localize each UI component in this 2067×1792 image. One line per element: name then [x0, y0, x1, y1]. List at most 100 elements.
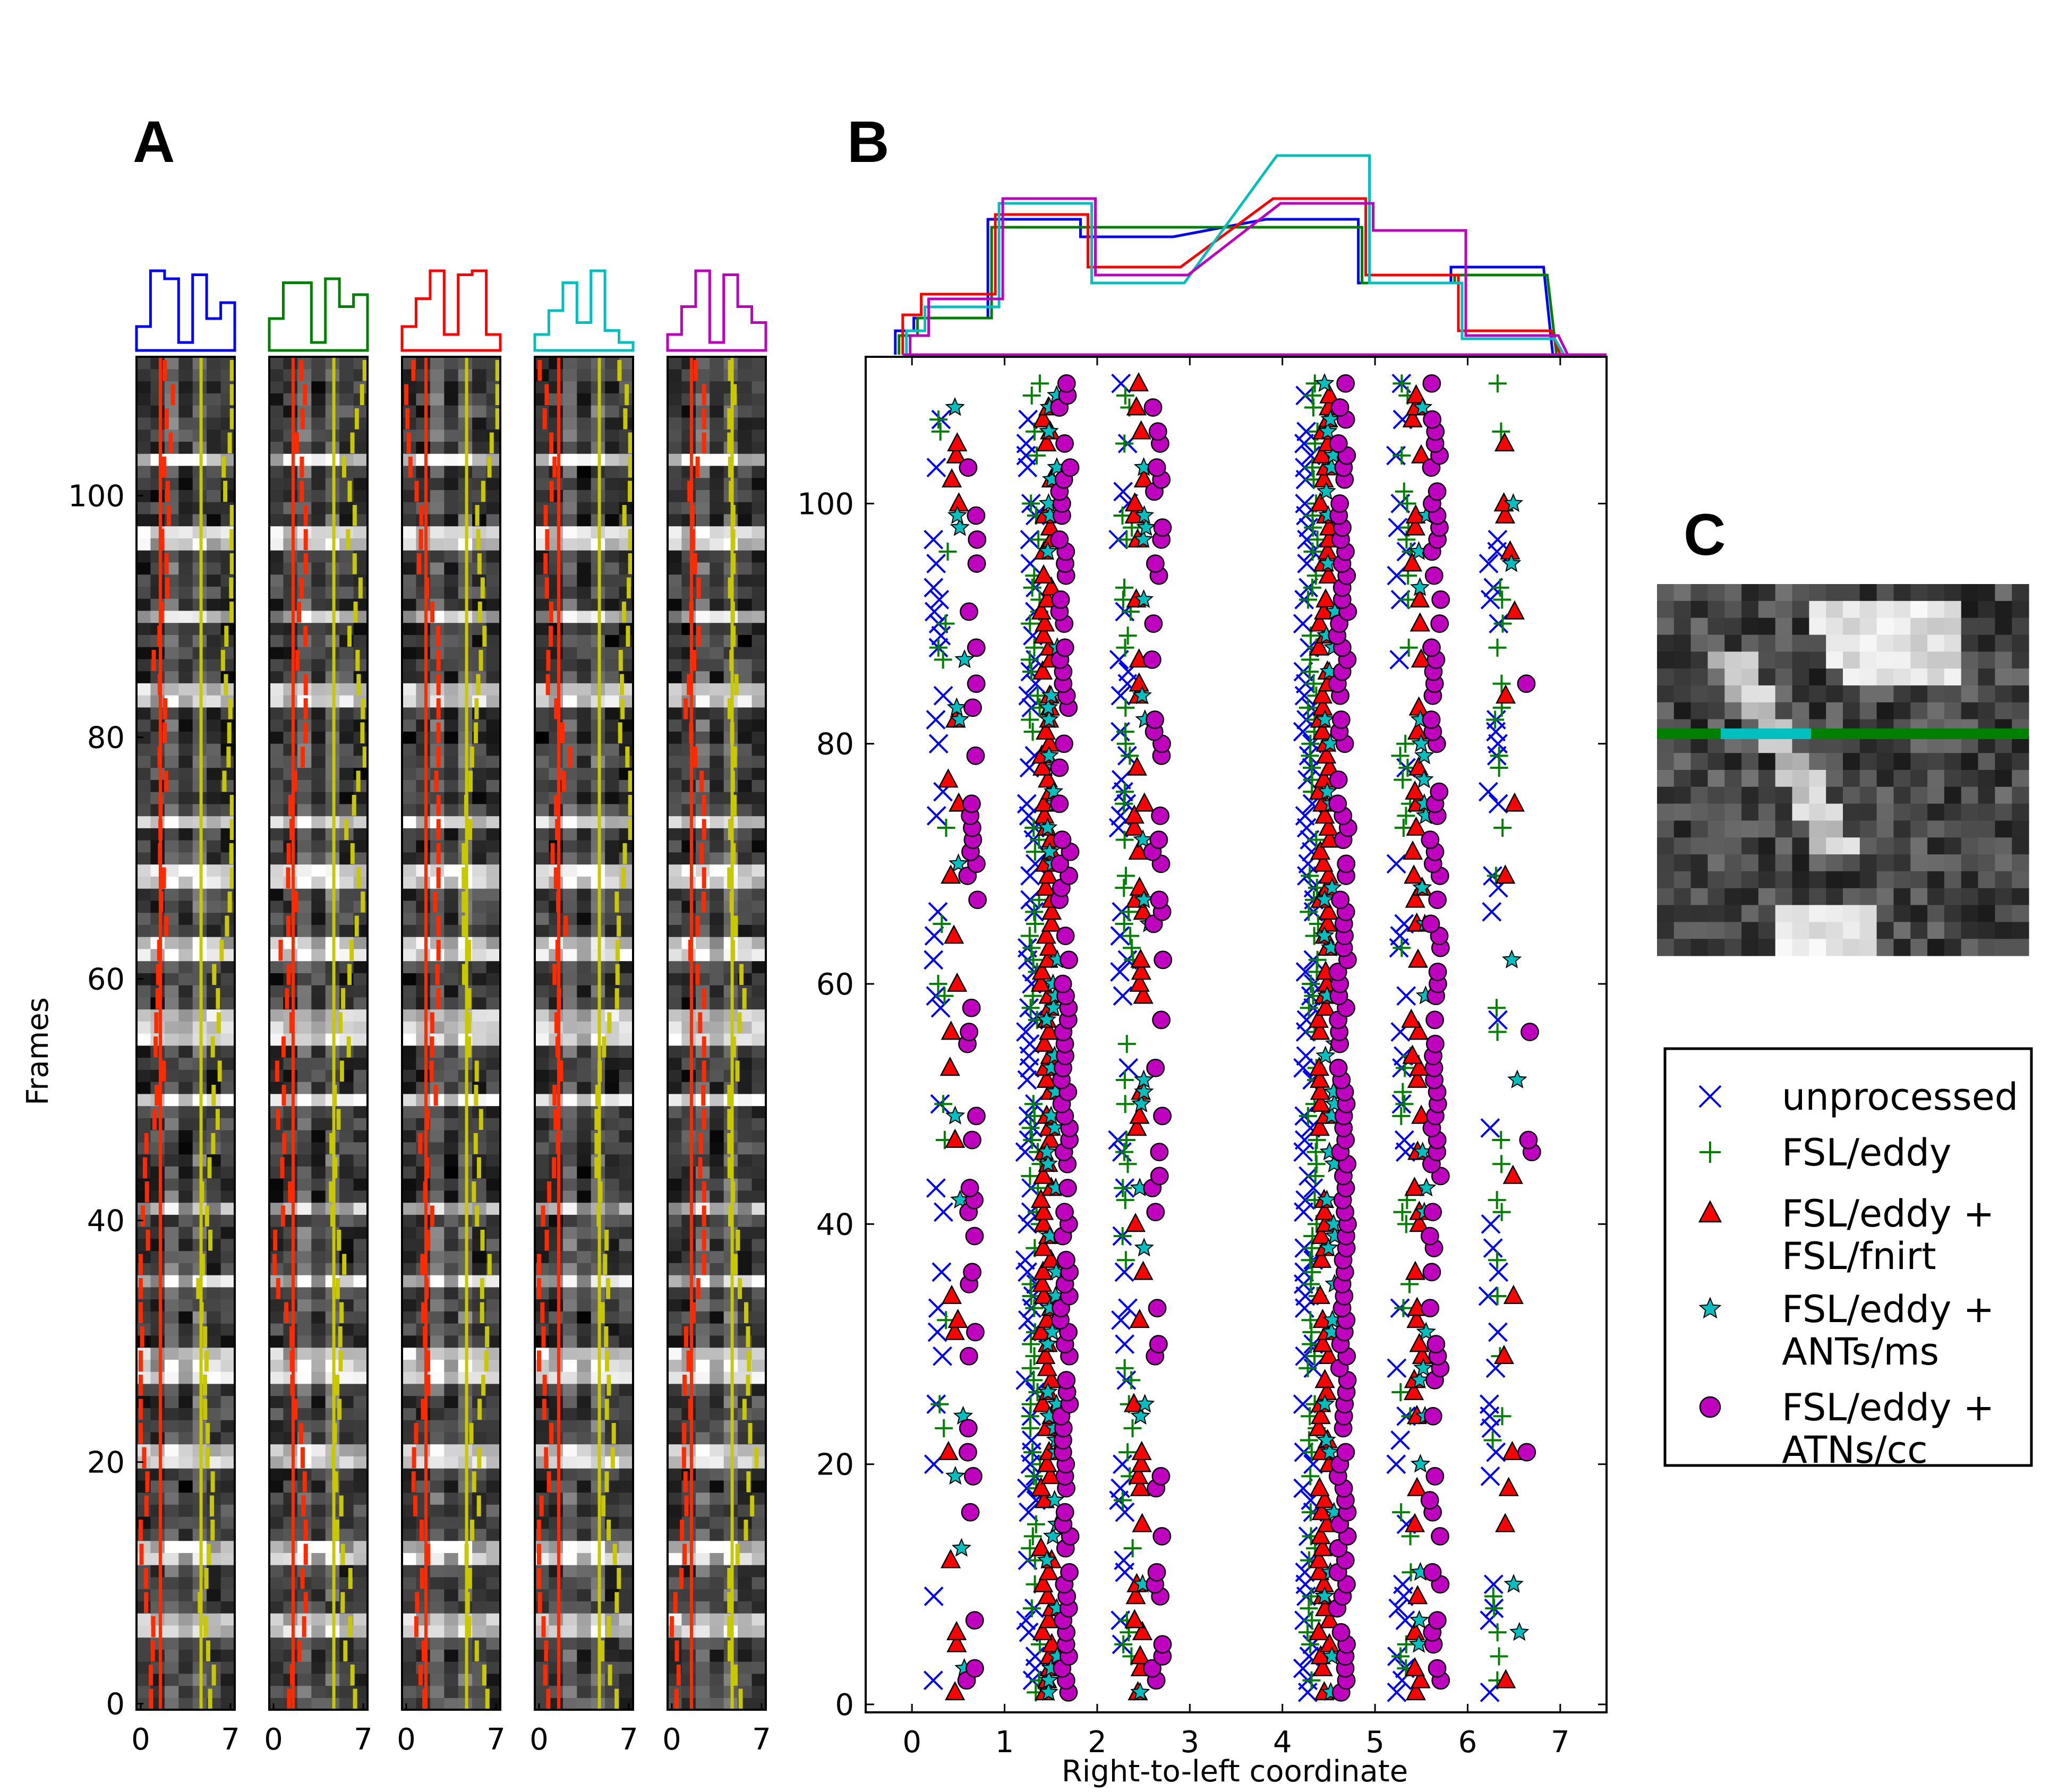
strip-pixel — [577, 828, 592, 841]
strip-pixel — [710, 695, 724, 708]
strip-pixel — [444, 1637, 459, 1650]
strip-pixel — [738, 598, 753, 611]
strip-pixel — [681, 985, 696, 998]
strip-pixel — [472, 1576, 487, 1590]
strip-pixel — [668, 731, 682, 744]
strip-pixel — [353, 441, 368, 454]
y-tick-label: 40 — [87, 1204, 125, 1239]
strip-pixel — [178, 1263, 193, 1275]
strip-pixel — [178, 1371, 193, 1384]
strip-pixel — [164, 1468, 179, 1481]
strip-pixel — [605, 912, 620, 925]
strip-pixel — [444, 1480, 459, 1493]
strip-pixel — [269, 900, 284, 913]
strip-pixel — [668, 1263, 682, 1275]
y-tick-label: 100 — [797, 487, 854, 521]
strip-pixel — [178, 888, 193, 901]
strip-pixel — [751, 743, 766, 756]
strip-pixel — [486, 1383, 501, 1396]
strip-pixel — [605, 779, 620, 792]
strip-pixel — [738, 357, 753, 370]
strip-pixel — [269, 1130, 284, 1143]
strip-pixel — [549, 743, 563, 756]
histogram-0 — [894, 218, 1607, 356]
strip-pixel — [339, 1661, 354, 1674]
strip-pixel — [164, 1637, 179, 1650]
strip-pixel — [207, 731, 221, 744]
strip-pixel — [486, 550, 501, 563]
strip-pixel — [164, 1420, 179, 1433]
strip-pixel — [297, 948, 312, 962]
strip-pixel — [311, 1130, 326, 1143]
x-tick-label: 0 — [397, 1722, 416, 1757]
strip-pixel — [430, 1118, 445, 1130]
strip-pixel — [207, 937, 221, 949]
strip-pixel — [681, 622, 696, 635]
strip-pixel — [178, 743, 193, 756]
strip-pixel — [136, 635, 151, 647]
strip-pixel — [605, 767, 620, 780]
strip-pixel — [339, 1323, 354, 1336]
strip-pixel — [207, 719, 221, 732]
strip-pixel — [486, 598, 501, 611]
yellow-boundary-trace — [594, 360, 633, 1710]
strip-pixel — [136, 1613, 151, 1626]
strip-pixel — [297, 1202, 312, 1215]
strip-pixel — [562, 381, 577, 393]
strip-pixel — [339, 973, 354, 985]
strip-pixel — [738, 574, 753, 587]
strip-pixel — [402, 671, 416, 683]
strip-pixel — [751, 1468, 766, 1481]
strip-pixel — [164, 1431, 179, 1445]
strip-pixel — [562, 550, 577, 563]
strip-pixel — [207, 1299, 221, 1311]
strip-pixel — [577, 658, 592, 672]
strip-pixel — [577, 526, 592, 538]
strip-pixel — [150, 1323, 165, 1336]
strip-pixel — [605, 1082, 620, 1094]
strip-pixel — [150, 1275, 165, 1288]
strip-pixel — [668, 1323, 682, 1336]
strip-pixel — [402, 1238, 416, 1251]
strip-pixel — [605, 1576, 620, 1590]
strip-pixel — [220, 1395, 235, 1408]
strip-pixel — [207, 683, 221, 696]
strip-pixel — [486, 1057, 501, 1070]
strip-pixel — [339, 1516, 354, 1529]
strip-pixel — [297, 1323, 312, 1336]
strip-pixel — [311, 1263, 326, 1275]
strip-pixel — [751, 1335, 766, 1348]
strip-pixel — [353, 1250, 368, 1263]
strip-pixel — [486, 1408, 501, 1420]
strip-pixel — [486, 1287, 501, 1300]
strip-pixel — [311, 1480, 326, 1493]
strip-pixel — [668, 1057, 682, 1070]
strip-pixel — [430, 1504, 445, 1517]
strip-pixel — [668, 937, 682, 949]
x-tick-label: 7 — [1551, 1725, 1570, 1760]
strip-pixel — [416, 731, 431, 744]
strip-pixel — [535, 912, 549, 925]
strip-pixel — [472, 393, 487, 406]
data-point — [1110, 926, 1130, 946]
strip-pixel — [444, 598, 459, 611]
strip-pixel — [311, 1468, 326, 1481]
strip-pixel — [738, 1057, 753, 1070]
strip-pixel — [562, 997, 577, 1010]
strip-pixel — [339, 586, 354, 599]
strip-pixel — [668, 1045, 682, 1058]
strip-pixel — [472, 743, 487, 756]
data-point — [1296, 1046, 1316, 1066]
strip-pixel — [416, 538, 431, 551]
strip-pixel — [269, 1516, 284, 1529]
strip-pixel — [472, 1637, 487, 1650]
strip-pixel — [751, 1528, 766, 1541]
strip-pixel — [283, 610, 298, 623]
strip-pixel — [207, 671, 221, 683]
strip-pixel — [535, 1383, 549, 1396]
strip-pixel — [681, 1033, 696, 1046]
strip-pixel — [339, 1093, 354, 1107]
strip-pixel — [297, 465, 312, 478]
strip-pixel — [486, 828, 501, 841]
